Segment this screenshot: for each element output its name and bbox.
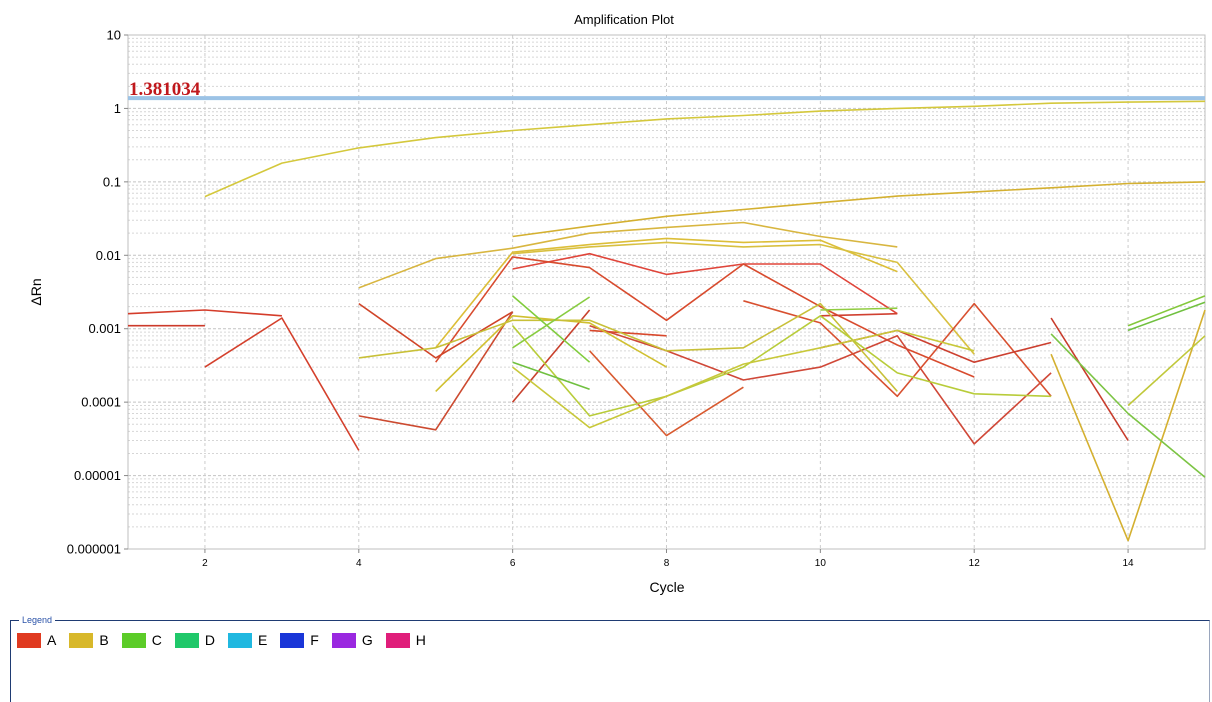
amplification-curve-23 bbox=[511, 314, 1052, 417]
y-axis-label: ΔRn bbox=[28, 278, 44, 305]
y-tick-label: 0.000001 bbox=[67, 542, 121, 557]
y-tick-label: 0.0001 bbox=[81, 395, 121, 410]
legend-label: H bbox=[415, 632, 426, 648]
legend-swatch bbox=[280, 632, 305, 648]
y-tick-label: 1 bbox=[114, 101, 121, 116]
grid bbox=[128, 34, 1205, 550]
legend-label: B bbox=[99, 632, 109, 648]
amplification-curve-27 bbox=[512, 295, 591, 363]
amplification-curve-11 bbox=[358, 302, 514, 359]
chart-title: Amplification Plot bbox=[574, 12, 674, 27]
amplification-curve-25 bbox=[1050, 309, 1206, 542]
amplification-curve-33 bbox=[1127, 301, 1206, 332]
legend-swatch bbox=[121, 632, 146, 648]
amplification-curve-2 bbox=[512, 181, 1206, 238]
x-tick-label: 8 bbox=[664, 558, 670, 569]
legend-label: D bbox=[204, 632, 215, 648]
amplification-curve-7 bbox=[435, 256, 975, 378]
amplification-curve-31 bbox=[1050, 333, 1206, 478]
axes: 10 1 0.1 0.01 0.001 0.0001 0.00001 0.000001 2 4 6 8… bbox=[67, 28, 1134, 570]
amplification-curve-22 bbox=[358, 302, 898, 392]
legend-swatch bbox=[331, 632, 356, 648]
amplification-curve-8 bbox=[127, 309, 282, 317]
amplification-curve-1 bbox=[204, 100, 1206, 198]
y-tick-label: 0.01 bbox=[96, 248, 121, 263]
amplification-curve-20 bbox=[1050, 317, 1129, 441]
amplification-curve-5 bbox=[512, 241, 975, 355]
legend-item-b[interactable]: B bbox=[69, 632, 109, 648]
x-tick-label: 2 bbox=[202, 558, 208, 569]
legend-item-d[interactable]: D bbox=[174, 632, 215, 648]
legend-item-e[interactable]: E bbox=[227, 632, 268, 648]
amplification-curve-14 bbox=[511, 309, 591, 403]
legend-swatch bbox=[227, 632, 252, 648]
amplification-curve-10 bbox=[204, 317, 360, 451]
amplification-curve-18 bbox=[820, 329, 1052, 364]
amplification-curve-15 bbox=[589, 329, 667, 337]
amplification-curve-17 bbox=[743, 300, 1052, 398]
amplification-curve-6 bbox=[512, 252, 898, 315]
legend-item-g[interactable]: G bbox=[331, 632, 373, 648]
amplification-curve-3 bbox=[358, 221, 898, 289]
y-tick-label: 0.1 bbox=[103, 174, 121, 189]
legend-swatch bbox=[69, 632, 94, 648]
amplification-plot: Amplification Plot 1.381034 10 1 0.1 0.01 0.… bbox=[28, 12, 1206, 595]
legend-swatch bbox=[385, 632, 410, 648]
legend-panel: Legend A B C D E F G H bbox=[10, 614, 1210, 702]
legend-swatch bbox=[17, 632, 41, 648]
y-tick-label: 10 bbox=[107, 28, 121, 43]
amplification-curve-21 bbox=[435, 314, 667, 392]
amplification-curve-4 bbox=[435, 237, 898, 349]
legend-label: G bbox=[361, 632, 373, 648]
threshold[interactable]: 1.381034 bbox=[128, 79, 1205, 101]
legend-item-a[interactable]: A bbox=[17, 632, 56, 648]
x-tick-label: 4 bbox=[356, 558, 362, 569]
legend-label: C bbox=[151, 632, 162, 648]
y-tick-label: 0.00001 bbox=[74, 468, 121, 483]
amplification-curve-12 bbox=[358, 311, 514, 431]
amplification-curve-24 bbox=[512, 329, 975, 429]
x-axis-label: Cycle bbox=[649, 579, 684, 595]
threshold-label: 1.381034 bbox=[129, 79, 201, 100]
legend-swatch bbox=[174, 632, 199, 648]
legend-item-f[interactable]: F bbox=[280, 632, 319, 648]
x-tick-label: 10 bbox=[815, 558, 827, 569]
amplification-curve-19 bbox=[820, 312, 898, 317]
y-tick-label: 0.001 bbox=[88, 321, 121, 336]
legend-items: A B C D E F G H bbox=[17, 632, 439, 648]
legend-label: F bbox=[310, 632, 319, 648]
legend-label: A bbox=[47, 632, 57, 648]
legend-label: E bbox=[257, 632, 268, 648]
amplification-curve-30 bbox=[820, 307, 898, 311]
series-lines bbox=[127, 100, 1206, 542]
amplification-curve-26 bbox=[1127, 335, 1206, 407]
legend-item-h[interactable]: H bbox=[385, 632, 426, 648]
legend-caption: Legend bbox=[19, 614, 56, 626]
x-tick-label: 12 bbox=[969, 558, 981, 569]
amplification-curve-32 bbox=[1127, 295, 1206, 327]
x-tick-label: 14 bbox=[1123, 558, 1135, 569]
amplification-curve-29 bbox=[512, 361, 590, 390]
amplification-curve-28 bbox=[512, 296, 591, 349]
amplification-curve-13 bbox=[589, 350, 744, 437]
x-tick-label: 6 bbox=[510, 558, 516, 569]
legend-item-c[interactable]: C bbox=[121, 632, 162, 648]
